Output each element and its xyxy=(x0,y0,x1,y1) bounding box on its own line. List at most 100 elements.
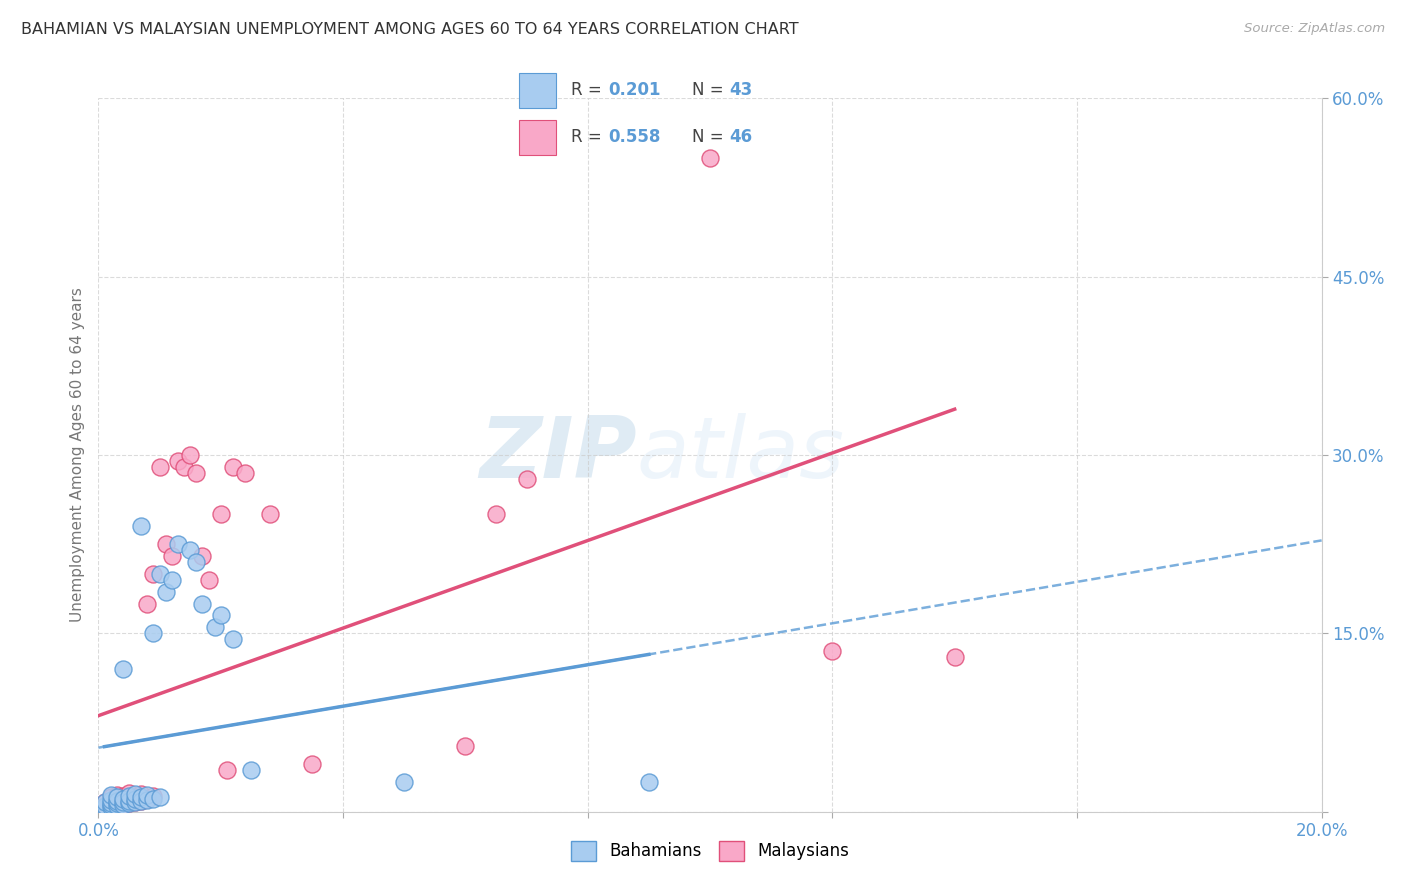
Point xyxy=(118,794,141,808)
Point xyxy=(142,566,165,581)
Point xyxy=(118,789,141,804)
Point xyxy=(100,790,122,805)
Point xyxy=(191,549,214,563)
Point xyxy=(821,644,844,658)
Point xyxy=(222,459,245,474)
Point xyxy=(301,757,323,772)
Point xyxy=(160,573,183,587)
Text: atlas: atlas xyxy=(637,413,845,497)
Point xyxy=(100,797,122,812)
Point xyxy=(105,797,128,811)
Point xyxy=(142,626,165,640)
Text: ZIP: ZIP xyxy=(479,413,637,497)
Point xyxy=(129,787,152,801)
Point xyxy=(93,795,115,809)
Text: 0.201: 0.201 xyxy=(609,81,661,99)
Point xyxy=(124,795,146,809)
Point xyxy=(100,800,122,814)
Point xyxy=(93,801,115,815)
Point xyxy=(93,798,115,813)
Point xyxy=(129,794,152,808)
Point xyxy=(118,797,141,811)
Point xyxy=(167,537,190,551)
Point xyxy=(485,508,508,522)
Point xyxy=(191,597,214,611)
Point xyxy=(149,459,172,474)
Point xyxy=(142,789,165,804)
Point xyxy=(105,790,128,805)
Point xyxy=(186,466,208,480)
Point xyxy=(204,620,226,634)
Point xyxy=(105,798,128,813)
Point xyxy=(186,555,208,569)
Point xyxy=(124,787,146,801)
Point xyxy=(516,472,538,486)
Point xyxy=(209,508,232,522)
Point xyxy=(149,790,172,805)
Point xyxy=(179,448,201,462)
Point xyxy=(118,786,141,800)
FancyBboxPatch shape xyxy=(519,73,555,108)
Point xyxy=(149,566,172,581)
Point xyxy=(93,798,115,813)
Text: N =: N = xyxy=(692,128,728,146)
Point xyxy=(105,793,128,807)
Point xyxy=(179,543,201,558)
Point xyxy=(105,797,128,811)
Legend: Bahamians, Malaysians: Bahamians, Malaysians xyxy=(565,834,855,868)
Point xyxy=(222,632,245,647)
Point xyxy=(233,466,256,480)
Point xyxy=(142,791,165,805)
Point xyxy=(111,789,134,804)
Point xyxy=(259,508,281,522)
Point xyxy=(167,454,190,468)
Point xyxy=(111,794,134,808)
Point xyxy=(105,788,128,802)
Point xyxy=(209,608,232,623)
Text: 43: 43 xyxy=(728,81,752,99)
Point xyxy=(136,597,159,611)
Text: 0.558: 0.558 xyxy=(609,128,661,146)
Point xyxy=(100,797,122,811)
Point xyxy=(93,801,115,815)
Point xyxy=(118,793,141,807)
Point xyxy=(100,794,122,808)
Point xyxy=(240,763,263,777)
Point xyxy=(100,793,122,807)
Point xyxy=(111,791,134,805)
Point xyxy=(118,797,141,811)
Point xyxy=(100,800,122,814)
Point xyxy=(105,798,128,813)
Point xyxy=(124,791,146,805)
Point xyxy=(160,549,183,563)
Point xyxy=(111,797,134,812)
Point xyxy=(173,459,195,474)
Point xyxy=(136,791,159,805)
Text: Source: ZipAtlas.com: Source: ZipAtlas.com xyxy=(1244,22,1385,36)
Text: BAHAMIAN VS MALAYSIAN UNEMPLOYMENT AMONG AGES 60 TO 64 YEARS CORRELATION CHART: BAHAMIAN VS MALAYSIAN UNEMPLOYMENT AMONG… xyxy=(21,22,799,37)
Point xyxy=(111,797,134,812)
Point xyxy=(111,795,134,809)
Point xyxy=(454,739,477,754)
Point xyxy=(124,790,146,805)
Point xyxy=(155,584,177,599)
Text: R =: R = xyxy=(571,81,607,99)
Point xyxy=(105,794,128,808)
Text: R =: R = xyxy=(571,128,607,146)
Text: N =: N = xyxy=(692,81,728,99)
Point xyxy=(129,794,152,808)
Y-axis label: Unemployment Among Ages 60 to 64 years: Unemployment Among Ages 60 to 64 years xyxy=(69,287,84,623)
Point xyxy=(129,790,152,805)
Point xyxy=(136,793,159,807)
Point xyxy=(155,537,177,551)
Point xyxy=(93,795,115,809)
Point xyxy=(136,788,159,802)
Point xyxy=(637,775,661,789)
Point xyxy=(197,573,219,587)
Point xyxy=(699,151,721,165)
Point xyxy=(943,650,966,665)
Point xyxy=(100,788,122,802)
FancyBboxPatch shape xyxy=(519,120,555,155)
Point xyxy=(111,662,134,676)
Point xyxy=(124,795,146,809)
